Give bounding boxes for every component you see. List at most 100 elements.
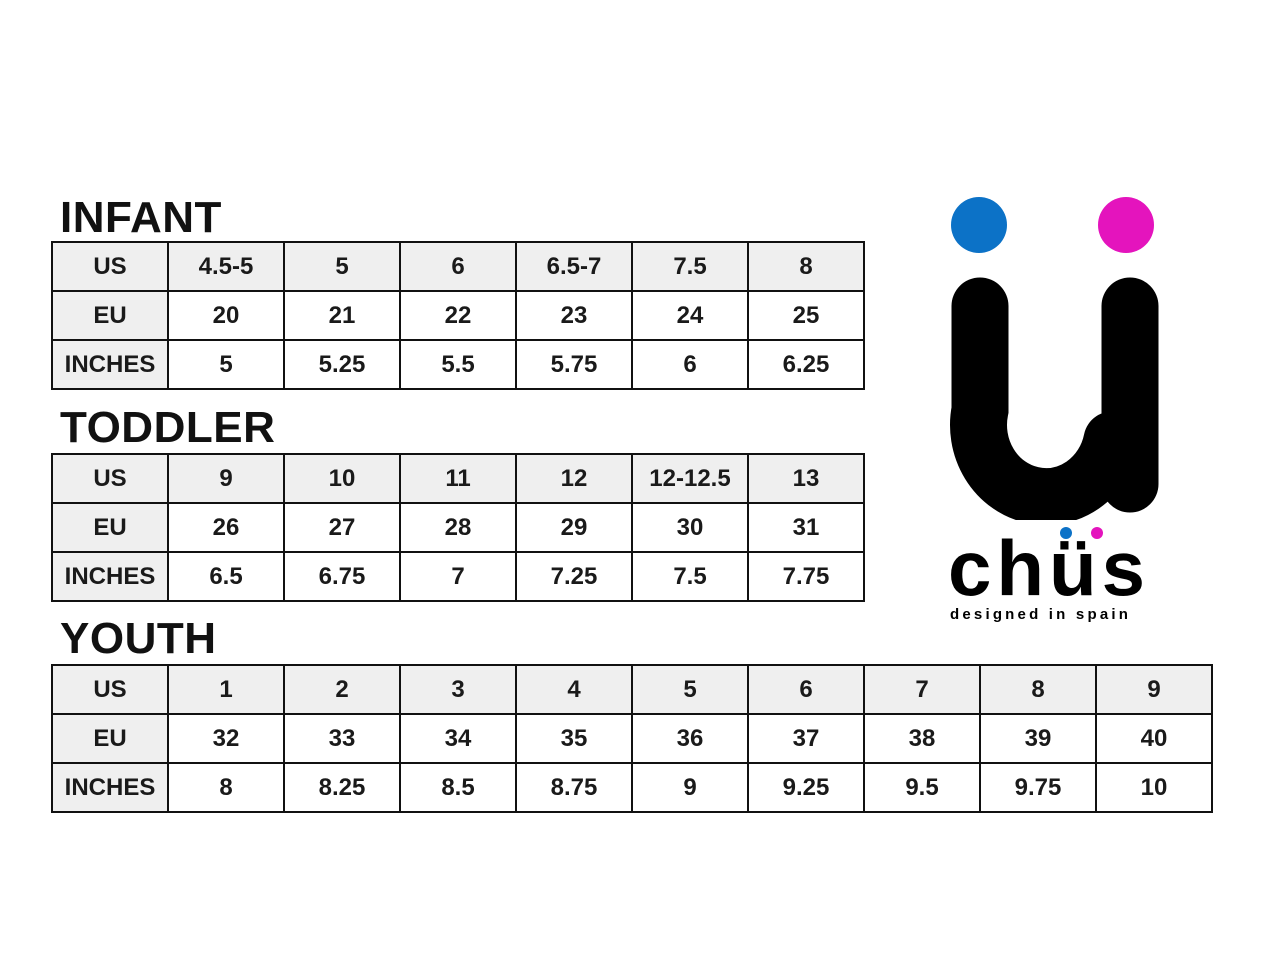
size-cell: 24 (632, 291, 748, 340)
size-value: 9.5 (905, 773, 939, 801)
size-value: 8 (1031, 675, 1045, 703)
size-cell: 39 (980, 714, 1096, 763)
row-label-cell: EU (52, 503, 168, 552)
size-cell: 9 (1096, 665, 1212, 714)
row-label: INCHES (64, 562, 156, 590)
row-label: INCHES (64, 773, 156, 801)
size-cell: 35 (516, 714, 632, 763)
size-cell: 8.25 (284, 763, 400, 812)
toddler-heading: TODDLER (60, 403, 276, 452)
size-value: 3 (451, 675, 465, 703)
row-label: EU (93, 724, 127, 752)
size-value: 32 (212, 724, 240, 752)
size-value: 10 (1140, 773, 1168, 801)
logo-blue-dot (951, 197, 1007, 253)
size-cell: 22 (400, 291, 516, 340)
table-row-us: US 9 10 11 12 12-12.5 13 (52, 454, 864, 503)
size-value: 40 (1140, 724, 1168, 752)
size-value: 36 (676, 724, 704, 752)
size-cell: 7.75 (748, 552, 864, 601)
size-value: 13 (792, 464, 820, 492)
size-value: 37 (792, 724, 820, 752)
logo-small-pink-dot (1091, 527, 1103, 539)
size-value: 4 (567, 675, 581, 703)
size-cell: 5 (632, 665, 748, 714)
size-value: 22 (444, 301, 472, 329)
size-value: 25 (792, 301, 820, 329)
size-value: 12 (560, 464, 588, 492)
size-value: 23 (560, 301, 588, 329)
size-value: 10 (328, 464, 356, 492)
size-value: 5.5 (441, 350, 475, 378)
size-cell: 3 (400, 665, 516, 714)
row-label-cell: US (52, 242, 168, 291)
size-cell: 28 (400, 503, 516, 552)
row-label-cell: US (52, 454, 168, 503)
size-cell: 7.5 (632, 242, 748, 291)
size-value: 30 (676, 513, 704, 541)
size-cell: 8.75 (516, 763, 632, 812)
size-value: 6.5-7 (546, 252, 602, 280)
size-value: 9.25 (782, 773, 830, 801)
size-cell: 6.25 (748, 340, 864, 389)
table-row-us: US 1 2 3 4 5 6 7 8 9 (52, 665, 1212, 714)
size-cell: 1 (168, 665, 284, 714)
row-label: US (93, 252, 127, 280)
size-cell: 33 (284, 714, 400, 763)
size-value: 9 (683, 773, 697, 801)
size-cell: 5.75 (516, 340, 632, 389)
row-label: EU (93, 301, 127, 329)
size-value: 33 (328, 724, 356, 752)
size-value: 7.75 (782, 562, 830, 590)
size-value: 27 (328, 513, 356, 541)
size-value: 9 (219, 464, 233, 492)
size-cell: 37 (748, 714, 864, 763)
size-value: 4.5-5 (198, 252, 254, 280)
infant-heading: INFANT (60, 193, 222, 242)
toddler-size-table: US 9 10 11 12 12-12.5 13 EU 26 27 28 29 30 31 INCHES 6.… (51, 453, 865, 602)
size-cell: 5 (168, 340, 284, 389)
size-value: 11 (445, 464, 471, 492)
table-row-inches: INCHES 6.5 6.75 7 7.25 7.5 7.75 (52, 552, 864, 601)
size-cell: 10 (1096, 763, 1212, 812)
size-value: 5 (335, 252, 349, 280)
size-cell: 5 (284, 242, 400, 291)
size-cell: 26 (168, 503, 284, 552)
size-cell: 6.5-7 (516, 242, 632, 291)
size-value: 31 (792, 513, 820, 541)
logo-brand-text: chüs (948, 524, 1151, 612)
logo-pink-dot (1098, 197, 1154, 253)
size-cell: 40 (1096, 714, 1212, 763)
size-cell: 6 (632, 340, 748, 389)
size-value: 5.25 (318, 350, 366, 378)
size-cell: 11 (400, 454, 516, 503)
size-cell: 8 (168, 763, 284, 812)
size-value: 29 (560, 513, 588, 541)
size-value: 7.5 (673, 562, 707, 590)
row-label-cell: EU (52, 291, 168, 340)
size-cell: 29 (516, 503, 632, 552)
size-value: 28 (444, 513, 472, 541)
size-cell: 25 (748, 291, 864, 340)
size-cell: 9.25 (748, 763, 864, 812)
size-value: 34 (444, 724, 472, 752)
size-cell: 7.5 (632, 552, 748, 601)
size-value: 8 (219, 773, 233, 801)
size-cell: 5.25 (284, 340, 400, 389)
size-value: 8.75 (550, 773, 598, 801)
size-value: 6 (451, 252, 465, 280)
size-cell: 6.75 (284, 552, 400, 601)
size-value: 26 (212, 513, 240, 541)
size-cell: 36 (632, 714, 748, 763)
youth-heading: YOUTH (60, 614, 217, 663)
size-value: 9.75 (1014, 773, 1062, 801)
size-cell: 9 (632, 763, 748, 812)
size-value: 6.75 (318, 562, 366, 590)
youth-size-table: US 1 2 3 4 5 6 7 8 9 EU 32 33 34 35 36 37 38 39 40 INCHES 8 8.… (51, 664, 1213, 813)
chus-logo (950, 197, 1159, 520)
table-row-eu: EU 32 33 34 35 36 37 38 39 40 (52, 714, 1212, 763)
size-cell: 34 (400, 714, 516, 763)
size-value: 8.25 (318, 773, 366, 801)
size-cell: 4 (516, 665, 632, 714)
size-value: 2 (335, 675, 349, 703)
